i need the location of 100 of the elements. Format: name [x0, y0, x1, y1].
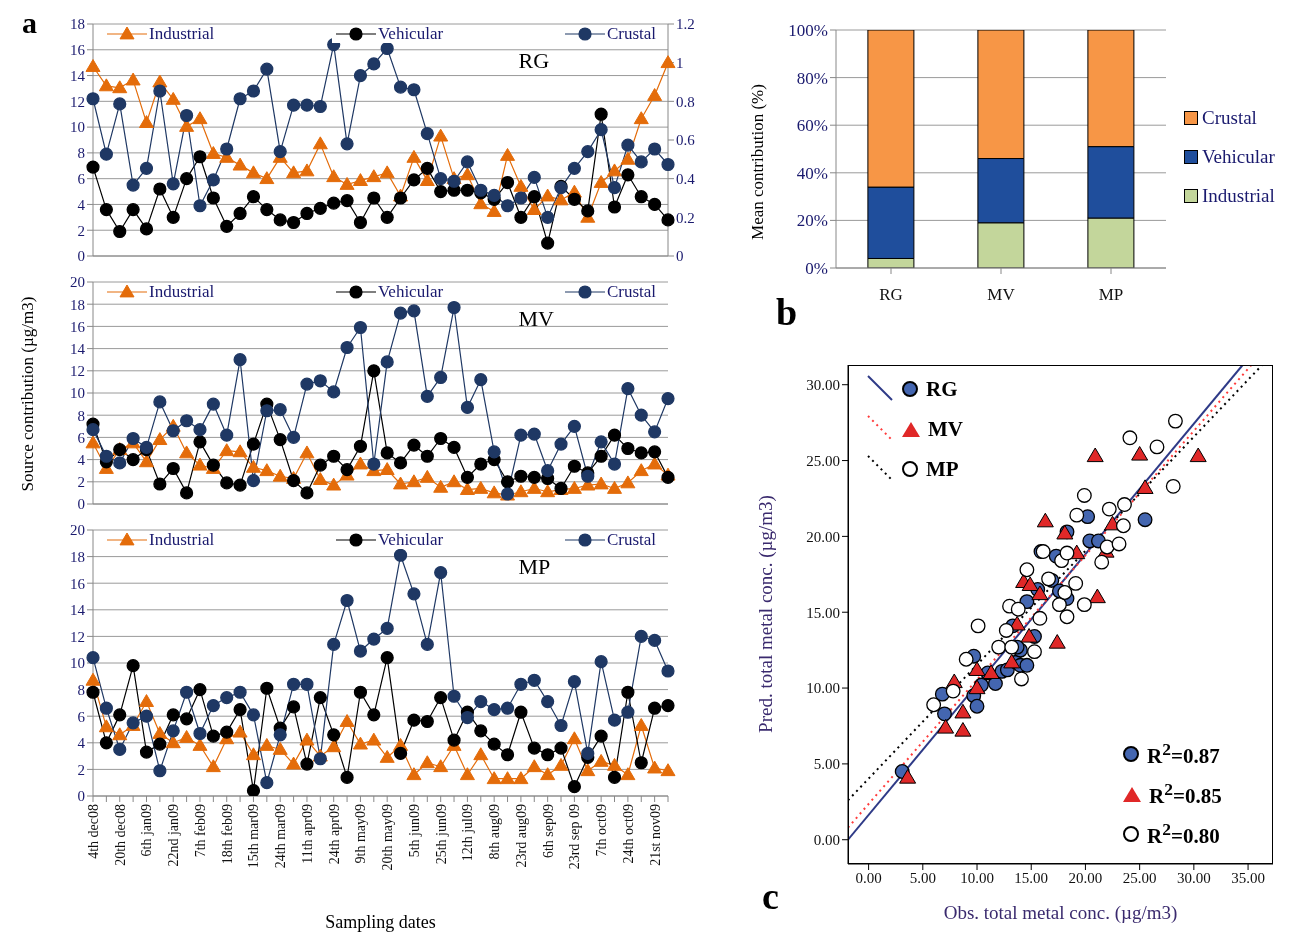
text: b [776, 290, 798, 334]
legend-label: MV [928, 416, 963, 442]
x-tick-label: RG [879, 285, 903, 305]
y-tick-label: 8 [77, 407, 85, 424]
legend-label: MP [926, 456, 959, 482]
y-tick-label: 25.00 [806, 452, 840, 469]
x-tick-label: 7th oct09 [594, 804, 610, 857]
y-tick-label: 14 [70, 340, 86, 357]
legend-label: Industrial [149, 282, 215, 301]
y-tick-label: 16 [70, 42, 86, 59]
x-tick-label: 8th aug09 [487, 804, 503, 860]
x-tick-label: 6th jan09 [139, 804, 155, 857]
x-tick-label: 6th sep09 [540, 804, 556, 859]
y-tick-label: 10 [70, 385, 85, 402]
y2-tick-label: 0.6 [676, 132, 696, 149]
x-tick-label: 24th oct09 [620, 804, 636, 864]
y-axis-title: Source contribution (µg/m3) [18, 295, 38, 494]
x-tick-label: MP [1098, 285, 1124, 305]
y-tick-label: 2 [77, 761, 85, 778]
x-tick-label: 5th jun09 [406, 804, 422, 858]
y-tick-label: 4 [77, 451, 86, 468]
y-tick-label: 20.00 [806, 528, 840, 545]
y-tick-label: 16 [70, 575, 86, 592]
y-tick-label: 15.00 [806, 604, 840, 621]
y-tick-label: 20% [796, 211, 828, 231]
x-tick-label: 10.00 [960, 869, 994, 886]
legend-label: Industrial [149, 530, 215, 549]
x-tick-label: 4th dec08 [85, 804, 101, 859]
x-tick-label: 20th dec08 [112, 804, 128, 866]
x-tick-label: 20th may09 [380, 804, 396, 871]
x-tick-label: 15th mar09 [246, 804, 262, 869]
y2-tick-label: 0.8 [676, 93, 695, 110]
x-tick-label: 0.00 [855, 869, 882, 886]
x-tick-label: 12th jul09 [460, 804, 476, 862]
y-tick-label: 2 [77, 222, 85, 239]
y2-tick-label: 0.2 [676, 209, 695, 226]
y-tick-label: 4 [77, 735, 86, 752]
y-axis-title: Pred. total metal conc. (µg/m3) [755, 493, 777, 735]
y-tick-label: 16 [70, 318, 86, 335]
x-tick-label: 23rd sep 09 [567, 804, 583, 870]
x-tick-label: MV [987, 285, 1016, 305]
y-tick-label: 20 [70, 522, 85, 539]
legend-label: Crustal [606, 282, 656, 301]
y-tick-label: 12 [70, 363, 85, 380]
y-tick-label: 14 [70, 602, 86, 619]
legend-label: RG [926, 376, 958, 402]
y2-tick-label: 1 [676, 54, 684, 71]
chart-title: a [22, 6, 37, 40]
x-tick-label: 11th apr09 [299, 804, 315, 864]
x-tick-label: 21st nov09 [647, 804, 663, 866]
annotation: R$^{2}$=0.80 [1147, 819, 1220, 849]
annotation: RG [518, 48, 550, 74]
x-tick-label: 24th mar09 [273, 804, 289, 869]
legend-label: Crustal [606, 24, 656, 43]
x-tick-label: 23rd aug09 [513, 804, 529, 868]
y-tick-label: 18 [70, 296, 85, 313]
legend-label: Vehicular [377, 282, 444, 301]
y2-tick-label: 0.4 [676, 170, 696, 187]
x-tick-label: 15.00 [1014, 869, 1049, 886]
x-tick-label: 7th feb09 [192, 804, 208, 858]
annotation: MV [518, 306, 554, 332]
y-tick-label: 18 [70, 548, 85, 565]
y-tick-label: 12 [70, 628, 85, 645]
x-tick-label: 25th jun09 [433, 804, 449, 865]
x-tick-label: 18th feb09 [219, 804, 235, 865]
x-axis-title: Obs. total metal conc. (µg/m3) [942, 902, 1179, 924]
x-tick-label: 25.00 [1122, 869, 1157, 886]
y-tick-label: 0 [77, 496, 85, 513]
x-tick-label: 22nd jan09 [166, 804, 182, 867]
y-tick-label: 20 [70, 274, 85, 291]
legend-label: Crustal [1201, 105, 1258, 130]
y-tick-label: 10 [70, 655, 85, 672]
y2-tick-label: 1.2 [676, 16, 695, 33]
legend-label: Industrial [149, 24, 215, 43]
y-tick-label: 5.00 [813, 756, 840, 773]
x-tick-label: 35.00 [1231, 869, 1265, 886]
y-tick-label: 6 [77, 708, 86, 725]
y-tick-label: 14 [70, 67, 86, 84]
y-tick-label: 8 [77, 681, 85, 698]
y-tick-label: 4 [77, 196, 86, 213]
annotation: R$^{2}$=0.87 [1147, 739, 1220, 769]
y-tick-label: 10 [70, 119, 85, 136]
y-tick-label: 8 [77, 145, 85, 162]
x-tick-label: 24th apr09 [326, 804, 342, 865]
legend-label: Vehicular [377, 530, 444, 549]
annotation: R$^{2}$=0.85 [1149, 779, 1222, 809]
x-axis-title: Sampling dates [324, 912, 437, 933]
legend-label: Vehicular [377, 24, 444, 43]
y-tick-label: 100% [788, 21, 828, 41]
y-tick-label: 12 [70, 93, 85, 110]
y-tick-label: 10.00 [806, 680, 840, 697]
x-tick-label: 5.00 [909, 869, 936, 886]
y-tick-label: 2 [77, 474, 85, 491]
y-tick-label: 6 [77, 429, 86, 446]
y2-tick-label: 0 [676, 248, 684, 265]
y-tick-label: 60% [796, 116, 828, 136]
legend-label: Vehicular [1201, 144, 1275, 169]
y-tick-label: 0% [805, 259, 828, 279]
y-tick-label: 6 [77, 170, 86, 187]
text: c [762, 874, 779, 918]
